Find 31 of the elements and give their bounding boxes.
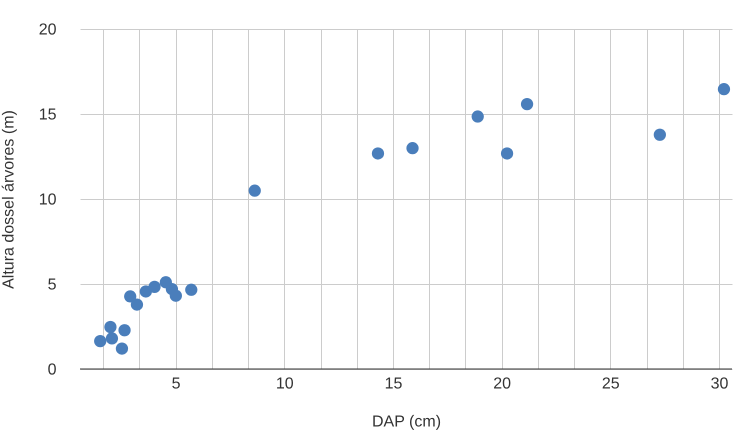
x-tick-label: 30 xyxy=(710,376,728,392)
point xyxy=(94,335,106,348)
point xyxy=(372,147,384,160)
y-tick-label: 5 xyxy=(48,276,57,294)
point xyxy=(170,290,182,302)
y-axis-title: Altura dossel árvores (m) xyxy=(0,110,18,289)
y-tick-label: 15 xyxy=(38,106,57,124)
x-tick-label: 25 xyxy=(602,376,620,392)
point xyxy=(104,320,117,334)
point xyxy=(248,184,261,197)
point xyxy=(185,284,198,296)
point xyxy=(124,290,136,303)
x-tick-label: 20 xyxy=(493,376,512,392)
x-tick-label: 15 xyxy=(384,376,402,392)
y-tick-label: 10 xyxy=(38,192,57,208)
x-axis-title: DAP (cm) xyxy=(372,414,442,430)
y-tick-label: 0 xyxy=(48,362,57,378)
point xyxy=(406,142,419,154)
point xyxy=(718,83,730,96)
point xyxy=(106,332,118,345)
point xyxy=(654,128,666,141)
point xyxy=(500,147,514,160)
x-tick-label: 5 xyxy=(172,376,181,392)
y-tick-label: 20 xyxy=(38,22,57,38)
point xyxy=(118,324,131,336)
point xyxy=(520,98,534,110)
x-tick-label: 10 xyxy=(276,376,294,392)
point xyxy=(130,298,144,311)
point xyxy=(148,280,161,293)
point xyxy=(472,110,484,123)
point xyxy=(116,342,128,355)
